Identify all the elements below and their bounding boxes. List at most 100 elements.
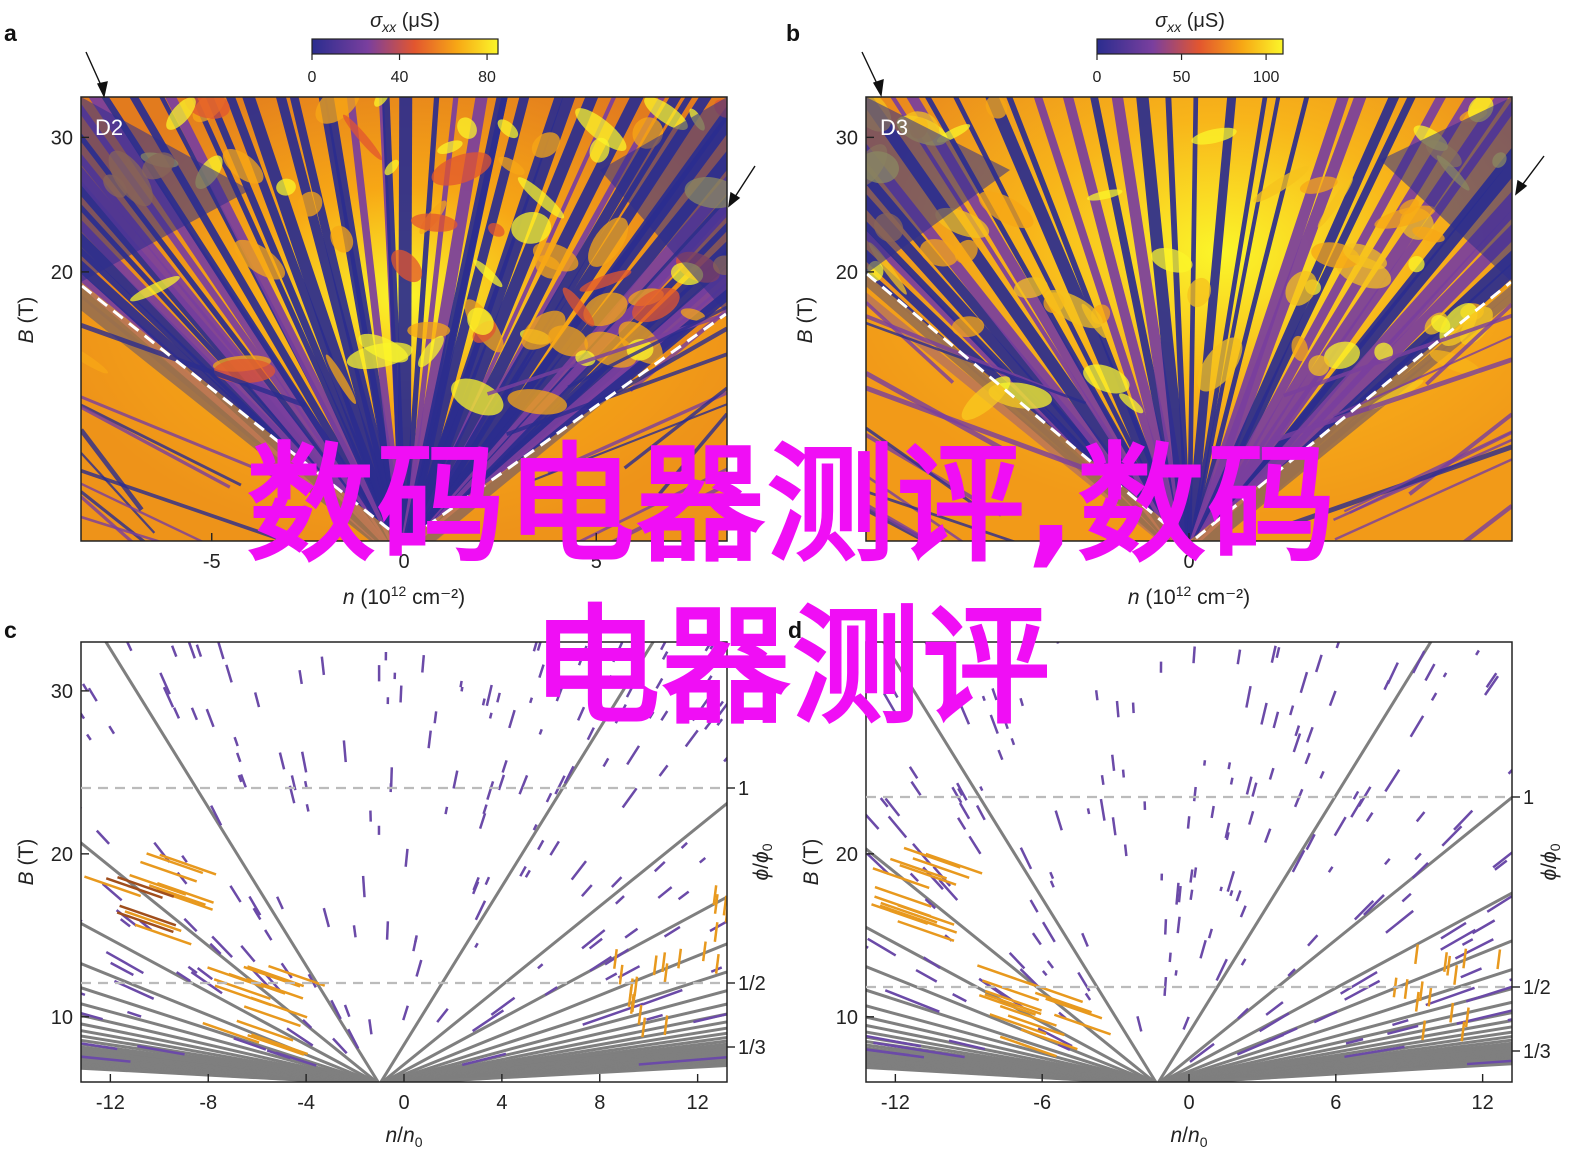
heatmap-patch bbox=[978, 191, 1034, 229]
heatmap-patch bbox=[1087, 189, 1123, 201]
heatmap-streak bbox=[547, 391, 727, 475]
x-tick-label: -4 bbox=[297, 1092, 315, 1114]
fan-diagram-c bbox=[81, 642, 727, 1082]
x-axis-label-a: n (1012 cm⁻²) bbox=[343, 583, 465, 609]
fan-segment bbox=[1365, 812, 1374, 823]
panel-d: d -12 -6 0 6 12 10 20 1 1/2 1/3 B (T) ϕ/ϕ0 n/n0 bbox=[788, 617, 1563, 1150]
fan-segment-orange bbox=[1020, 1028, 1078, 1051]
fan-segment bbox=[1189, 1042, 1215, 1063]
fan-segment bbox=[1029, 899, 1039, 913]
fan-segment bbox=[957, 817, 967, 831]
fan-segment-orange bbox=[984, 993, 1042, 1016]
fan-segment bbox=[81, 1011, 103, 1021]
heatmap-streak bbox=[1283, 313, 1512, 398]
fan-segment bbox=[196, 967, 214, 981]
fan-segment bbox=[1121, 769, 1126, 778]
fan-segment bbox=[1411, 861, 1429, 879]
x-tick-label: -5 bbox=[203, 551, 221, 573]
fan-segment bbox=[693, 1012, 727, 1024]
fan-segment bbox=[1456, 1009, 1512, 1025]
fan-segment bbox=[1292, 733, 1302, 753]
fan-segment bbox=[1084, 992, 1092, 1001]
fan-segment bbox=[108, 725, 116, 735]
heatmap-ray bbox=[242, 97, 405, 541]
y-tick-label: 10 bbox=[51, 1007, 73, 1029]
heatmap-a bbox=[81, 97, 727, 541]
fan-segment bbox=[399, 685, 403, 703]
fan-segment-orange bbox=[1538, 906, 1540, 926]
fan-segment bbox=[1401, 892, 1412, 903]
heatmap-patch bbox=[1013, 277, 1048, 299]
fan-segment bbox=[577, 645, 588, 666]
fan-segment bbox=[1225, 831, 1230, 841]
fan-segment bbox=[1131, 702, 1135, 714]
fan-segment bbox=[646, 1013, 663, 1021]
heatmap-patch bbox=[451, 378, 504, 416]
x-tick-label: -12 bbox=[881, 1092, 910, 1114]
fan-segment-orange bbox=[661, 952, 667, 973]
fan-segment-orange bbox=[712, 885, 718, 906]
fan-segment-orange bbox=[1446, 955, 1452, 976]
fan-segment bbox=[1245, 685, 1252, 708]
heatmap-patch bbox=[935, 207, 990, 239]
fan-segment bbox=[1430, 692, 1438, 701]
fan-segment bbox=[251, 968, 270, 988]
fan-segment bbox=[389, 767, 394, 787]
x-tick-label: -12 bbox=[96, 1092, 125, 1114]
fan-segment bbox=[1224, 822, 1231, 839]
heatmap-patch bbox=[1374, 342, 1394, 362]
fan-segment bbox=[626, 745, 641, 766]
fan-segment bbox=[952, 993, 967, 1003]
fan-segment-orange bbox=[1007, 1014, 1065, 1037]
fan-segment bbox=[433, 711, 438, 724]
heatmap-ray bbox=[1190, 97, 1281, 541]
fan-segment bbox=[1305, 726, 1314, 743]
fan-segment bbox=[1041, 921, 1056, 943]
fan-segment bbox=[482, 804, 488, 815]
fan-segment bbox=[1199, 939, 1207, 959]
fan-line bbox=[81, 986, 373, 1082]
fan-segment bbox=[684, 729, 699, 748]
fan-segment-orange bbox=[1053, 1013, 1112, 1036]
fan-segment bbox=[614, 703, 627, 724]
right-tick-label: 1/2 bbox=[1523, 977, 1551, 999]
fan-segment-orange bbox=[722, 895, 727, 916]
fan-segment bbox=[1099, 798, 1106, 821]
fan-segment bbox=[1186, 816, 1191, 829]
fan-segment bbox=[280, 962, 293, 979]
fan-segment bbox=[153, 841, 171, 863]
fan-segment-orange bbox=[897, 920, 955, 942]
fan-segment bbox=[975, 804, 986, 821]
heatmap-patch bbox=[511, 212, 552, 244]
fan-segment-orange bbox=[247, 1033, 305, 1056]
fan-segment bbox=[252, 907, 262, 921]
fan-segment bbox=[361, 875, 366, 898]
heatmap-patch bbox=[1431, 315, 1451, 333]
fan-segment bbox=[1163, 919, 1168, 935]
panel-label-d: d bbox=[788, 617, 802, 643]
fan-segment bbox=[549, 840, 560, 856]
fan-segment bbox=[956, 782, 968, 801]
fan-segment bbox=[581, 929, 606, 950]
fan-segment-orange bbox=[663, 1015, 669, 1036]
fan-line bbox=[384, 942, 727, 1082]
fan-segment bbox=[414, 936, 418, 943]
fan-segment bbox=[320, 656, 326, 676]
fan-segment-orange bbox=[117, 876, 175, 898]
panel-a: a σxx (μS) 0 40 80 D2 -5 0 5 20 30 B (T) bbox=[4, 10, 756, 609]
x-axis-label-b: n (1012 cm⁻²) bbox=[1128, 583, 1250, 609]
fan-segment bbox=[1049, 880, 1055, 888]
fan-segment bbox=[1386, 662, 1399, 685]
fan-segment bbox=[1465, 985, 1512, 1003]
heatmap-corner bbox=[866, 97, 1010, 274]
fan-segment-orange bbox=[1464, 1007, 1470, 1028]
fan-segment-orange bbox=[874, 885, 932, 908]
fan-segment bbox=[698, 856, 707, 864]
fan-segment bbox=[1425, 986, 1475, 1007]
fan-segment bbox=[305, 804, 310, 812]
fan-segment bbox=[1111, 817, 1117, 836]
fan-segment bbox=[1392, 1019, 1409, 1027]
fan-line bbox=[379, 642, 655, 1082]
heatmap-patch bbox=[473, 259, 503, 288]
fan-segment bbox=[485, 684, 493, 707]
